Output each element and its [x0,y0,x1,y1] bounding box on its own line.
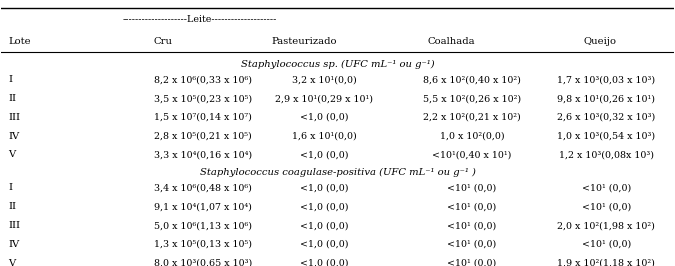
Text: --------------------Leite--------------------: --------------------Leite---------------… [122,15,277,24]
Text: 1,9 x 10²(1,18 x 10²): 1,9 x 10²(1,18 x 10²) [558,259,655,266]
Text: <10¹(0,40 x 10¹): <10¹(0,40 x 10¹) [432,150,512,159]
Text: III: III [8,221,20,230]
Text: 9,1 x 10⁴(1,07 x 10⁴): 9,1 x 10⁴(1,07 x 10⁴) [154,202,252,211]
Text: Staphylococcus coagulase-positiva (UFC mL⁻¹ ou g⁻¹ ): Staphylococcus coagulase-positiva (UFC m… [200,168,475,177]
Text: <1,0 (0,0): <1,0 (0,0) [300,150,348,159]
Text: II: II [8,94,16,103]
Text: <1,0 (0,0): <1,0 (0,0) [300,202,348,211]
Text: Lote: Lote [8,37,31,46]
Text: IV: IV [8,240,20,249]
Text: Pasteurizado: Pasteurizado [271,37,337,46]
Text: <10¹ (0,0): <10¹ (0,0) [582,184,631,193]
Text: 5,0 x 10⁶(1,13 x 10⁶): 5,0 x 10⁶(1,13 x 10⁶) [154,221,252,230]
Text: Queijo: Queijo [583,37,616,46]
Text: 2,2 x 10²(0,21 x 10²): 2,2 x 10²(0,21 x 10²) [423,113,521,122]
Text: 3,2 x 10¹(0,0): 3,2 x 10¹(0,0) [292,75,356,84]
Text: 1,6 x 10¹(0,0): 1,6 x 10¹(0,0) [292,132,356,141]
Text: Staphylococcus sp. (UFC mL⁻¹ ou g⁻¹): Staphylococcus sp. (UFC mL⁻¹ ou g⁻¹) [241,60,434,69]
Text: I: I [8,75,12,84]
Text: <10¹ (0,0): <10¹ (0,0) [448,184,497,193]
Text: Coalhada: Coalhada [428,37,476,46]
Text: <10¹ (0,0): <10¹ (0,0) [448,240,497,249]
Text: 1,3 x 10⁵(0,13 x 10⁵): 1,3 x 10⁵(0,13 x 10⁵) [154,240,252,249]
Text: II: II [8,202,16,211]
Text: 2,6 x 10³(0,32 x 10³): 2,6 x 10³(0,32 x 10³) [558,113,655,122]
Text: V: V [8,259,16,266]
Text: 3,3 x 10⁴(0,16 x 10⁴): 3,3 x 10⁴(0,16 x 10⁴) [154,150,252,159]
Text: <1,0 (0,0): <1,0 (0,0) [300,113,348,122]
Text: 8,0 x 10³(0,65 x 10³): 8,0 x 10³(0,65 x 10³) [154,259,252,266]
Text: 2,9 x 10¹(0,29 x 10¹): 2,9 x 10¹(0,29 x 10¹) [275,94,373,103]
Text: <10¹ (0,0): <10¹ (0,0) [448,259,497,266]
Text: 9,8 x 10¹(0,26 x 10¹): 9,8 x 10¹(0,26 x 10¹) [558,94,655,103]
Text: 1,7 x 10³(0,03 x 10³): 1,7 x 10³(0,03 x 10³) [558,75,655,84]
Text: Cru: Cru [153,37,172,46]
Text: I: I [8,184,12,193]
Text: <1,0 (0,0): <1,0 (0,0) [300,240,348,249]
Text: V: V [8,150,16,159]
Text: 2,0 x 10²(1,98 x 10²): 2,0 x 10²(1,98 x 10²) [558,221,655,230]
Text: 5,5 x 10²(0,26 x 10²): 5,5 x 10²(0,26 x 10²) [423,94,521,103]
Text: 3,5 x 10⁵(0,23 x 10⁵): 3,5 x 10⁵(0,23 x 10⁵) [154,94,252,103]
Text: <10¹ (0,0): <10¹ (0,0) [448,202,497,211]
Text: <10¹ (0,0): <10¹ (0,0) [582,202,631,211]
Text: <1,0 (0,0): <1,0 (0,0) [300,184,348,193]
Text: 3,4 x 10⁶(0,48 x 10⁶): 3,4 x 10⁶(0,48 x 10⁶) [154,184,252,193]
Text: 1,5 x 10⁷(0,14 x 10⁷): 1,5 x 10⁷(0,14 x 10⁷) [154,113,252,122]
Text: <1,0 (0,0): <1,0 (0,0) [300,259,348,266]
Text: 1,2 x 10³(0,08x 10³): 1,2 x 10³(0,08x 10³) [559,150,654,159]
Text: IV: IV [8,132,20,141]
Text: III: III [8,113,20,122]
Text: <10¹ (0,0): <10¹ (0,0) [582,240,631,249]
Text: <1,0 (0,0): <1,0 (0,0) [300,221,348,230]
Text: 2,8 x 10⁵(0,21 x 10⁵): 2,8 x 10⁵(0,21 x 10⁵) [154,132,252,141]
Text: 8,2 x 10⁶(0,33 x 10⁶): 8,2 x 10⁶(0,33 x 10⁶) [154,75,252,84]
Text: <10¹ (0,0): <10¹ (0,0) [448,221,497,230]
Text: 1,0 x 10²(0,0): 1,0 x 10²(0,0) [439,132,504,141]
Text: 8,6 x 10²(0,40 x 10²): 8,6 x 10²(0,40 x 10²) [423,75,521,84]
Text: 1,0 x 10³(0,54 x 10³): 1,0 x 10³(0,54 x 10³) [558,132,655,141]
